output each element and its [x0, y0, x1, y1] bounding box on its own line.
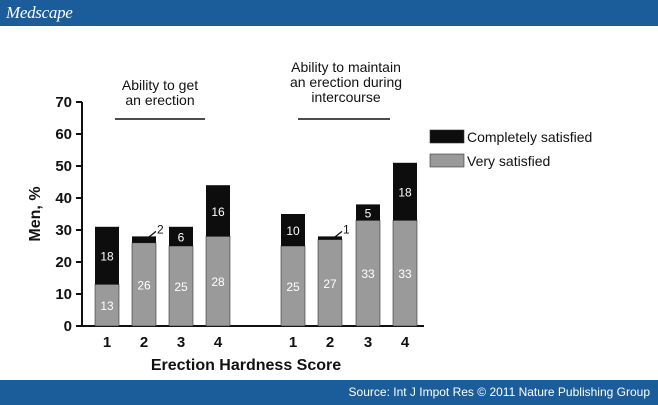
footer-bar: Source: Int J Impot Res © 2011 Nature Pu… — [0, 380, 658, 405]
data-label-very-satisfied: 28 — [211, 275, 225, 289]
x-axis-label: Erection Hardness Score — [151, 357, 341, 374]
y-tick-label: 30 — [55, 222, 72, 239]
data-label-completely-satisfied: 5 — [365, 206, 372, 220]
group-title-line: intercourse — [311, 89, 380, 105]
bar-completely-satisfied — [318, 236, 342, 240]
group-title-line: Ability to maintain — [291, 59, 401, 75]
y-tick-label: 40 — [55, 190, 72, 207]
y-tick-label: 20 — [55, 254, 72, 271]
data-label-very-satisfied: 27 — [323, 277, 337, 291]
bar-completely-satisfied — [281, 214, 305, 246]
data-label-very-satisfied: 25 — [174, 280, 188, 294]
bar-completely-satisfied — [393, 162, 417, 221]
header-bar: Medscape — [0, 0, 658, 26]
data-label-completely-satisfied: 18 — [398, 186, 412, 200]
data-label-very-satisfied: 13 — [100, 299, 114, 313]
bar-completely-satisfied — [169, 226, 193, 246]
x-tick-label: 1 — [289, 334, 297, 351]
y-tick-label: 60 — [55, 126, 72, 143]
y-axis-label: Men, % — [27, 186, 44, 241]
data-label-very-satisfied: 33 — [398, 267, 412, 281]
legend-label: Very satisfied — [467, 153, 550, 169]
data-label-completely-satisfied: 10 — [286, 224, 300, 238]
data-label-leader-line — [145, 230, 157, 240]
bar-very-satisfied — [94, 284, 120, 327]
y-tick-label: 50 — [55, 158, 72, 175]
data-label-leader-line — [331, 230, 343, 240]
medscape-logo[interactable]: Medscape — [6, 3, 73, 22]
bar-very-satisfied — [355, 220, 381, 327]
y-tick-label: 10 — [55, 286, 72, 303]
bar-completely-satisfied — [132, 236, 156, 243]
legend-swatch — [429, 153, 465, 168]
bar-very-satisfied — [392, 220, 418, 327]
group-title-line: an erection during — [290, 74, 402, 90]
bar-completely-satisfied — [95, 226, 119, 285]
data-label-completely-satisfied: 16 — [211, 205, 225, 219]
x-tick-label: 4 — [214, 334, 223, 351]
group-title-line: Ability to get — [122, 77, 198, 93]
data-label-completely-satisfied: 6 — [178, 230, 185, 244]
bar-very-satisfied — [280, 245, 306, 327]
legend-swatch — [429, 129, 465, 144]
group-title-line: an erection — [125, 92, 194, 108]
data-label-completely-satisfied: 18 — [100, 250, 114, 264]
bar-very-satisfied — [205, 236, 231, 327]
y-tick-label: 0 — [64, 318, 72, 335]
y-tick-label: 70 — [55, 94, 72, 111]
legend-label: Completely satisfied — [467, 129, 592, 145]
data-label-very-satisfied: 25 — [286, 280, 300, 294]
bar-very-satisfied — [317, 239, 343, 327]
bar-very-satisfied — [131, 242, 157, 327]
x-tick-label: 2 — [140, 334, 148, 351]
x-tick-label: 3 — [364, 334, 372, 351]
x-tick-label: 4 — [401, 334, 410, 351]
source-credit: Source: Int J Impot Res © 2011 Nature Pu… — [348, 385, 650, 399]
data-label-completely-satisfied: 2 — [157, 222, 164, 236]
bar-completely-satisfied — [356, 204, 380, 221]
x-tick-label: 2 — [326, 334, 334, 351]
bar-very-satisfied — [168, 245, 194, 327]
x-tick-label: 1 — [103, 334, 111, 351]
data-label-very-satisfied: 26 — [137, 278, 151, 292]
bar-completely-satisfied — [206, 185, 230, 237]
data-label-very-satisfied: 33 — [361, 267, 375, 281]
data-label-completely-satisfied: 1 — [343, 222, 350, 236]
x-tick-label: 3 — [177, 334, 185, 351]
